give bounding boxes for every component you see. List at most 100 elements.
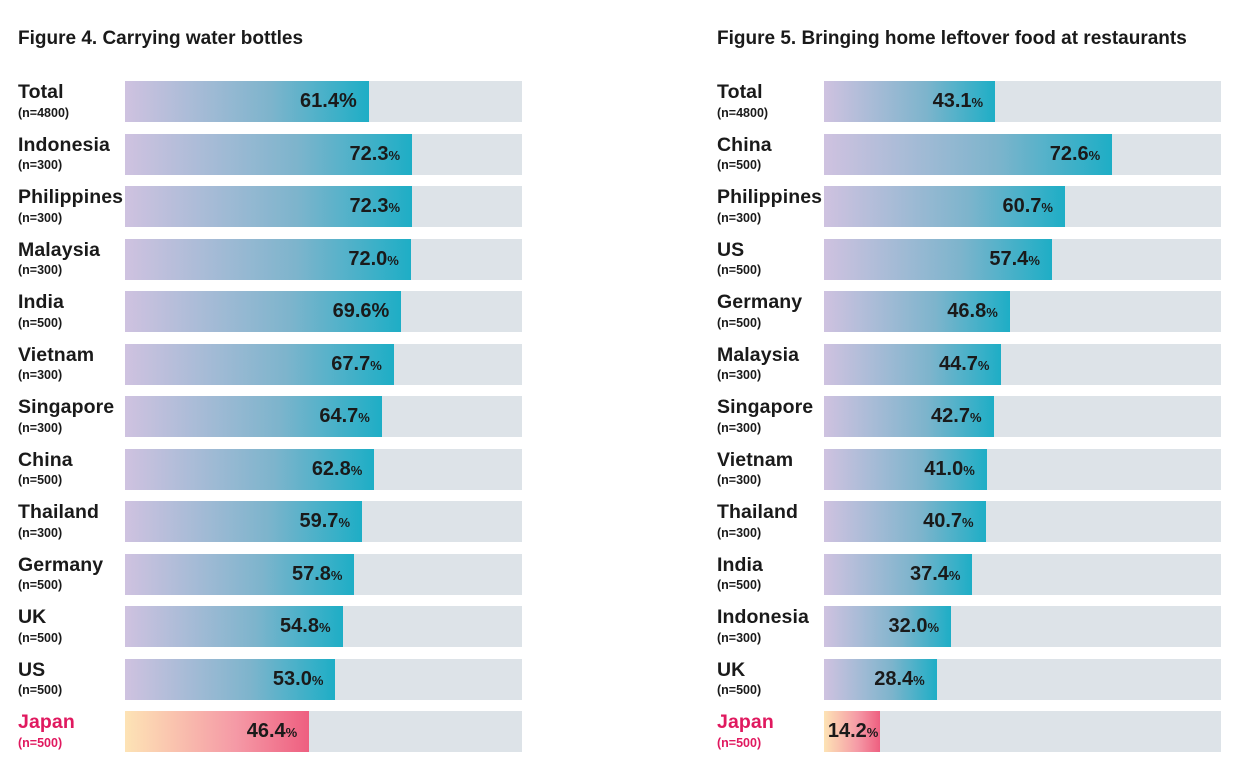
value-label: 54.8% xyxy=(280,606,331,647)
sample-size: (n=500) xyxy=(717,578,762,592)
bar-row: US (n=500) 57.4% xyxy=(717,238,1222,280)
bar-track: 72.0% xyxy=(125,238,522,280)
value-label: 57.8% xyxy=(292,554,343,595)
value-number: 57.8 xyxy=(291,562,331,585)
value-unit: % xyxy=(986,305,998,320)
value-number: 57.4 xyxy=(989,247,1029,270)
sample-size: (n=500) xyxy=(18,630,63,645)
bar-row: Indonesia (n=300) 32.0% xyxy=(717,606,1222,647)
value-number: 67.7 xyxy=(331,352,371,375)
bar-track: 46.4% xyxy=(125,711,522,752)
bar-row: Total (n=4800) 61.4% xyxy=(18,81,523,122)
value-number: 59.7 xyxy=(299,510,339,532)
category-label: US (n=500) xyxy=(717,239,823,277)
bar-row: Indonesia (n=300) 72.3% xyxy=(18,133,523,175)
bar-track: 41.0% xyxy=(824,448,1221,490)
value-label: 46.4% xyxy=(247,711,298,752)
value-unit: % xyxy=(969,410,982,425)
category-name: Philippines xyxy=(717,186,823,208)
category-label: UK (n=500) xyxy=(18,606,124,644)
bar-track: 60.7% xyxy=(824,186,1221,227)
bar: 32.0% xyxy=(824,606,952,647)
bar-row: Total (n=4800) 43.1% xyxy=(717,81,1222,122)
bar: 53.0% xyxy=(125,658,336,700)
bar: 44.7% xyxy=(824,343,1002,385)
value-label: 67.7% xyxy=(331,344,382,385)
bar-track: 57.8% xyxy=(125,553,522,595)
bar-track: 54.8% xyxy=(125,606,522,647)
bar-track: 69.6% xyxy=(125,291,522,332)
category-label: Philippines (n=300) xyxy=(18,186,124,224)
value-unit: % xyxy=(977,357,990,373)
category-name: Total xyxy=(717,81,763,103)
category-name: Singapore xyxy=(18,396,115,418)
bar-track: 72.3% xyxy=(125,133,522,175)
category-name: UK xyxy=(717,658,746,681)
value-label: 60.7% xyxy=(1002,186,1053,227)
value-number: 44.7 xyxy=(938,352,978,375)
value-unit: % xyxy=(948,567,961,583)
value-number: 28.4 xyxy=(874,667,914,690)
category-name: Singapore xyxy=(717,396,814,418)
value-unit: % xyxy=(318,620,331,635)
category-name: Total xyxy=(18,81,64,103)
sample-size: (n=300) xyxy=(18,368,63,382)
category-label: Total (n=4800) xyxy=(18,81,124,119)
bar: 72.6% xyxy=(824,133,1113,175)
value-unit: % xyxy=(350,462,363,478)
bar-track: 46.8% xyxy=(824,291,1221,332)
bar-track: 44.7% xyxy=(824,343,1221,385)
category-name: India xyxy=(18,291,65,313)
bar: 46.8% xyxy=(824,291,1010,332)
category-label: Indonesia (n=300) xyxy=(18,134,124,172)
category-label: Thailand (n=300) xyxy=(18,501,124,539)
bar: 72.3% xyxy=(125,133,413,175)
category-label: Germany (n=500) xyxy=(18,554,124,592)
category-label: Japan (n=500) xyxy=(18,711,124,749)
bar: 69.6% xyxy=(125,291,402,332)
bar-track: 43.1% xyxy=(824,81,1221,122)
category-label: Thailand (n=300) xyxy=(717,501,823,539)
category-name: UK xyxy=(18,606,47,628)
value-label: 72.0% xyxy=(348,239,399,280)
bar-row: Thailand (n=300) 59.7% xyxy=(18,501,523,542)
bar: 67.7% xyxy=(125,343,394,385)
category-label: Vietnam (n=300) xyxy=(717,449,823,487)
category-label: Germany (n=500) xyxy=(717,291,823,329)
value-number: 72.0 xyxy=(348,247,388,270)
value-unit: % xyxy=(330,567,343,583)
value-label: 37.4% xyxy=(910,554,961,595)
bar: 60.7% xyxy=(824,186,1065,227)
bar-row: Singapore (n=300) 64.7% xyxy=(18,396,523,437)
bar-track: 61.4% xyxy=(125,81,522,122)
bar-track: 64.7% xyxy=(125,396,522,437)
chart-bringing-home-leftovers: Figure 5. Bringing home leftover food at… xyxy=(717,0,1237,779)
value-number: 32.0 xyxy=(888,615,928,637)
value-number: 61.4% xyxy=(300,90,357,112)
sample-size: (n=300) xyxy=(717,630,762,645)
bar-row: Philippines (n=300) 60.7% xyxy=(717,186,1222,227)
value-label: 32.0% xyxy=(889,606,940,647)
sample-size: (n=500) xyxy=(717,315,762,330)
bar-track: 40.7% xyxy=(824,501,1221,542)
value-number: 46.8 xyxy=(947,300,987,322)
sample-size: (n=500) xyxy=(717,263,762,277)
bar-row: Japan (n=500) 46.4% xyxy=(18,711,523,752)
category-name: India xyxy=(717,553,764,576)
value-number: 43.1 xyxy=(932,90,972,112)
bar: 57.4% xyxy=(824,238,1052,280)
category-label: China (n=500) xyxy=(18,449,124,487)
category-name: Malaysia xyxy=(18,238,101,261)
category-label: Vietnam (n=300) xyxy=(18,344,124,382)
sample-size: (n=300) xyxy=(717,473,762,487)
bar-track: 67.7% xyxy=(125,343,522,385)
category-name: Thailand xyxy=(18,501,99,523)
value-label: 72.6% xyxy=(1050,134,1101,175)
value-number: 60.7 xyxy=(1002,195,1042,217)
sample-size: (n=300) xyxy=(717,210,762,225)
value-number: 53.0 xyxy=(272,667,312,690)
chart-title: Figure 5. Bringing home leftover food at… xyxy=(717,28,1187,49)
chart-title: Figure 4. Carrying water bottles xyxy=(18,28,304,49)
bar-rows: Total (n=4800) 43.1% China (n=500) 72.6% Phili… xyxy=(717,81,1222,764)
value-unit: % xyxy=(927,620,940,635)
